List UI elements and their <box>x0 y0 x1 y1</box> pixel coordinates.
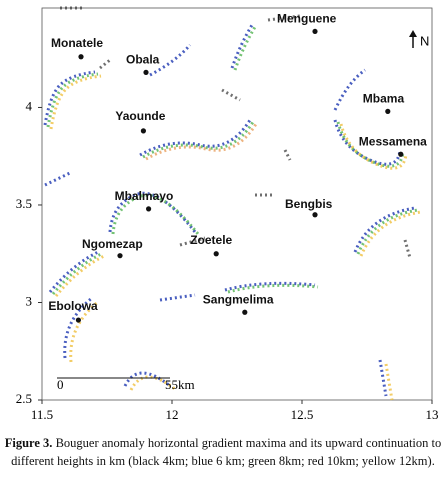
place-marker <box>398 151 404 157</box>
place-marker <box>117 253 123 259</box>
north-label: N <box>420 33 429 48</box>
scale-end: 55km <box>165 377 195 392</box>
map: N 0 55km 11.5 12 12.5 13 2.5 3 3.5 4 Menguene Mon… <box>16 6 439 422</box>
place-marker <box>385 108 391 114</box>
place-marker <box>140 128 146 134</box>
caption-label: Figure 3. <box>4 436 53 450</box>
place-label: Sangmelima <box>203 292 274 306</box>
y-tick-label: 3 <box>26 293 33 308</box>
caption-text: Bouguer anomaly horizontal gradient maxi… <box>11 436 442 468</box>
place-label: Bengbis <box>285 197 333 211</box>
place-label: Ngomezap <box>82 237 143 251</box>
place-marker <box>312 212 318 218</box>
x-tick-label: 13 <box>426 407 439 422</box>
caption: Figure 3. Bouguer anomaly horizontal gra… <box>4 434 442 470</box>
north-arrow: N <box>409 30 429 48</box>
scale-start: 0 <box>57 377 64 392</box>
place-marker <box>78 54 84 60</box>
place-label: Mbama <box>363 92 405 106</box>
place-marker <box>75 317 81 323</box>
x-tick-label: 12 <box>166 407 179 422</box>
place-label: Ebolowa <box>48 299 98 313</box>
place-label: Mbalmayo <box>115 189 174 203</box>
place-label: Zoetele <box>190 233 232 247</box>
place-label: Monatele <box>51 36 103 50</box>
place-label: Messamena <box>359 134 427 148</box>
y-tick-label: 3.5 <box>16 196 32 211</box>
place-label: Yaounde <box>115 109 165 123</box>
place-marker <box>146 206 152 212</box>
y-tick-label: 4 <box>26 98 33 113</box>
x-tick-label: 11.5 <box>31 407 53 422</box>
place-marker <box>312 28 318 35</box>
place-label: Menguene <box>277 12 337 26</box>
lineaments <box>43 6 422 401</box>
y-tick-label: 2.5 <box>16 391 32 406</box>
north-arrow-head <box>409 30 417 37</box>
place-marker <box>213 251 219 257</box>
place-marker <box>143 69 149 75</box>
x-tick-label: 12.5 <box>291 407 314 422</box>
place-label: Obala <box>126 53 160 67</box>
scale-bar: 0 55km <box>57 377 195 392</box>
map-frame <box>41 7 433 401</box>
place-marker <box>242 309 248 315</box>
